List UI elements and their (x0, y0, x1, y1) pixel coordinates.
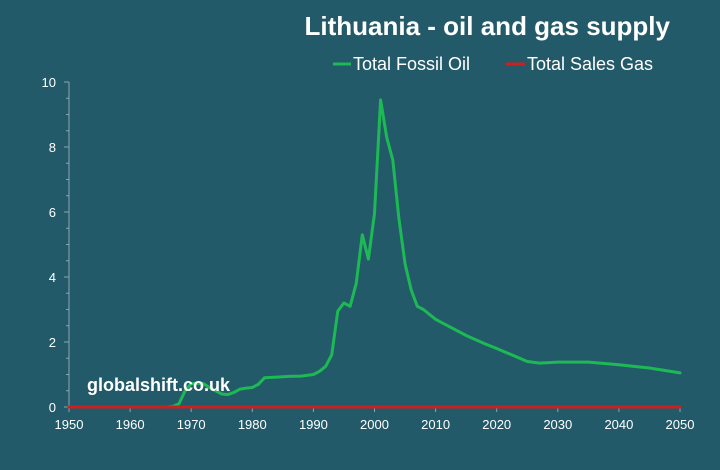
x-tick-label: 2030 (543, 417, 572, 432)
y-tick-label: 6 (49, 205, 56, 220)
legend-label-oil: Total Fossil Oil (353, 54, 470, 74)
legend: Total Fossil Oil Total Sales Gas (333, 54, 653, 74)
y-tick-label: 2 (49, 335, 56, 350)
x-tick-label: 2010 (421, 417, 450, 432)
x-tick-label: 2040 (604, 417, 633, 432)
x-tick-label: 2050 (666, 417, 695, 432)
x-tick-label: 1960 (116, 417, 145, 432)
y-tick-label: 8 (49, 140, 56, 155)
x-tick-label: 1970 (177, 417, 206, 432)
y-tick-label: 0 (49, 400, 56, 415)
axes: 0 2 4 6 8 10 1950 1960 1970 1980 1990 2000 2010 2020 2… (42, 75, 695, 432)
x-tick-label: 1950 (55, 417, 84, 432)
legend-label-gas: Total Sales Gas (527, 54, 653, 74)
x-tick-label: 1990 (299, 417, 328, 432)
y-tick-label: 4 (49, 270, 56, 285)
x-tick-label: 2000 (360, 417, 389, 432)
series-line-oil (67, 98, 682, 409)
x-tick-label: 1980 (238, 417, 267, 432)
chart-title: Lithuania - oil and gas supply (305, 11, 671, 41)
plot-area (67, 98, 682, 409)
x-tick-label: 2020 (482, 417, 511, 432)
y-tick-label: 10 (42, 75, 56, 90)
watermark: globalshift.co.uk (87, 375, 231, 395)
